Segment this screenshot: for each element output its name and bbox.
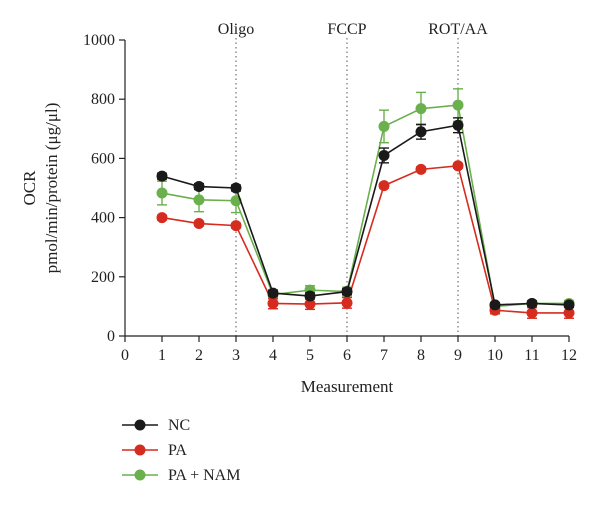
annotation-label-2: ROT/AA	[428, 21, 488, 38]
legend-item-1: PA	[122, 442, 187, 459]
y-axis-label-line-1: OCR	[20, 170, 39, 206]
data-point-0-11	[563, 299, 575, 311]
legend-label-0: NC	[168, 417, 190, 434]
data-point-0-10	[526, 297, 538, 309]
x-tick-label-9: 9	[454, 347, 462, 364]
legend: NC PA PA + NAM	[122, 417, 240, 484]
legend-label-2: PA + NAM	[168, 467, 240, 484]
annotation-label-1: FCCP	[327, 21, 366, 38]
data-point-1-2	[230, 220, 242, 232]
x-tick-label-12: 12	[561, 347, 577, 364]
data-point-0-4	[304, 290, 316, 302]
x-tick-label-5: 5	[306, 347, 314, 364]
x-tick-label-2: 2	[195, 347, 203, 364]
series-line-0	[161, 124, 570, 306]
data-point-2-0	[156, 187, 168, 199]
y-tick-label-1: 200	[91, 269, 115, 286]
x-tick-label-3: 3	[232, 347, 240, 364]
x-tick-label-0: 0	[121, 347, 129, 364]
data-point-0-9	[489, 299, 501, 311]
x-tick-label-10: 10	[487, 347, 503, 364]
data-point-1-11	[563, 307, 575, 319]
data-point-0-7	[415, 126, 427, 138]
series-0	[156, 117, 575, 311]
x-tick-label-7: 7	[380, 347, 388, 364]
data-point-1-7	[415, 163, 427, 175]
data-point-1-3	[267, 297, 279, 309]
x-axis-label: Measurement	[301, 377, 394, 396]
x-tick-label-1: 1	[158, 347, 166, 364]
series-line-2	[161, 104, 569, 308]
data-point-0-6	[378, 149, 390, 161]
data-point-0-2	[230, 182, 242, 194]
y-tick-label-0: 0	[107, 328, 115, 345]
y-tick-label-2: 400	[91, 210, 115, 227]
legend-marker-0	[134, 419, 146, 431]
legend-marker-1	[134, 444, 146, 456]
series-2	[156, 88, 575, 312]
y-tick-label-5: 1000	[83, 32, 115, 49]
y-axis-label-line-2: pmol/min/protein (μg/μl)	[42, 103, 61, 274]
data-point-0-8	[452, 119, 464, 131]
data-point-2-6	[378, 120, 390, 132]
annotation-label-0: Oligo	[218, 21, 254, 38]
data-point-2-7	[415, 103, 427, 115]
data-point-1-10	[526, 307, 538, 319]
series-line-1	[161, 164, 569, 314]
data-point-2-8	[452, 99, 464, 111]
data-point-1-4	[304, 298, 316, 310]
data-point-0-3	[267, 287, 279, 299]
y-tick-label-4: 800	[91, 91, 115, 108]
data-point-1-1	[193, 218, 205, 230]
data-point-1-5	[341, 297, 353, 309]
x-tick-label-8: 8	[417, 347, 425, 364]
x-tick-label-4: 4	[269, 347, 277, 364]
data-point-1-8	[452, 160, 464, 172]
data-point-0-0	[156, 170, 168, 182]
data-point-0-5	[341, 286, 353, 298]
legend-item-0: NC	[122, 417, 190, 434]
data-point-1-6	[378, 180, 390, 192]
plot-area: Oligo FCCP ROT/AA	[156, 21, 575, 336]
x-tick-label-11: 11	[524, 347, 539, 364]
y-tick-label-3: 600	[91, 150, 115, 167]
data-point-2-1	[193, 194, 205, 206]
data-point-0-1	[193, 181, 205, 193]
x-tick-label-6: 6	[343, 347, 351, 364]
data-point-1-0	[156, 212, 168, 224]
series-1	[156, 160, 575, 319]
legend-marker-2	[134, 469, 146, 481]
legend-item-2: PA + NAM	[122, 467, 240, 484]
legend-label-1: PA	[168, 442, 187, 459]
